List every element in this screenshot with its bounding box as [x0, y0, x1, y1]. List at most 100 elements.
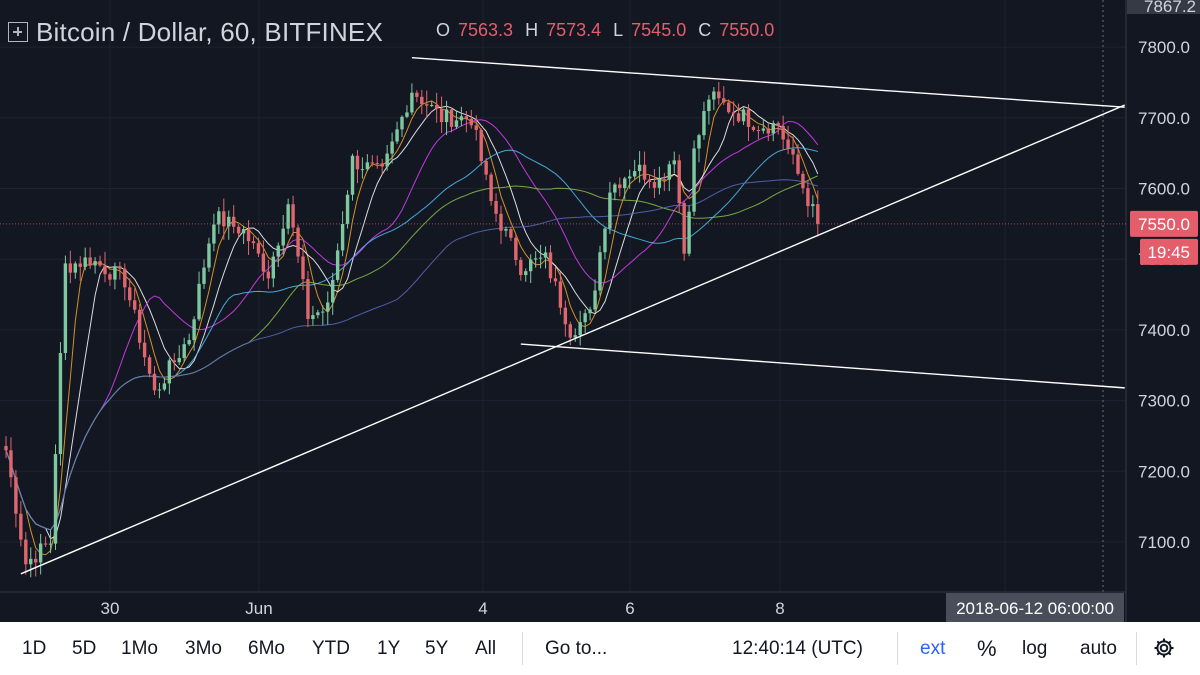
- toolbar-divider: [522, 632, 523, 665]
- candle: [509, 226, 513, 242]
- ohlc-low-value: 7545.0: [631, 20, 687, 40]
- chart-area[interactable]: 7867.27800.07700.07600.07500.07400.07300…: [0, 0, 1200, 622]
- candle-body: [687, 211, 691, 254]
- price-chart[interactable]: 7867.27800.07700.07600.07500.07400.07300…: [0, 0, 1200, 622]
- candle: [331, 272, 335, 315]
- candle: [474, 115, 478, 141]
- candle-body: [657, 179, 662, 188]
- candle: [637, 151, 642, 183]
- candle: [449, 107, 454, 133]
- candle: [697, 133, 701, 163]
- candle-body: [296, 227, 300, 257]
- candle-body: [479, 129, 483, 162]
- candle-body: [746, 109, 751, 127]
- candle: [801, 170, 805, 194]
- range-6mo-button[interactable]: 6Mo: [248, 637, 285, 659]
- candle: [430, 101, 434, 108]
- candle: [256, 237, 261, 258]
- candle-body: [672, 160, 676, 165]
- candle-body: [167, 360, 172, 384]
- range-ytd-button[interactable]: YTD: [312, 637, 350, 659]
- candle: [306, 270, 310, 328]
- range-1y-button[interactable]: 1Y: [377, 637, 401, 659]
- candle-body: [415, 92, 419, 97]
- candle-body: [251, 241, 256, 244]
- candle: [340, 211, 345, 257]
- candle: [598, 245, 602, 296]
- auto-toggle[interactable]: auto: [1080, 637, 1117, 659]
- candle-body: [628, 176, 632, 179]
- candle: [543, 246, 548, 269]
- candle-body: [459, 116, 464, 121]
- candle: [93, 257, 97, 274]
- candle: [24, 531, 28, 575]
- candle: [98, 255, 102, 268]
- candle-body: [791, 148, 795, 155]
- candle: [573, 328, 577, 342]
- candle: [558, 272, 563, 315]
- candle: [672, 151, 676, 174]
- candle: [108, 272, 112, 286]
- candle-body: [24, 539, 28, 565]
- candle-body: [271, 256, 275, 279]
- candle-body: [187, 340, 191, 345]
- candle-body: [741, 109, 746, 122]
- candle: [553, 266, 558, 287]
- candle: [103, 251, 107, 283]
- price-tick-label: 7300.0: [1138, 392, 1190, 411]
- candle-body: [761, 128, 766, 131]
- utc-clock[interactable]: 12:40:14 (UTC): [732, 637, 863, 659]
- candle: [731, 101, 736, 126]
- ohlc-open-key: O: [436, 20, 451, 40]
- candle-body: [63, 263, 68, 354]
- candle-body: [618, 184, 622, 189]
- candle: [261, 240, 266, 281]
- time-cursor-tag: [946, 593, 1124, 622]
- candle-body: [568, 324, 572, 338]
- range-3mo-button[interactable]: 3Mo: [185, 637, 222, 659]
- candle-body: [484, 161, 488, 175]
- collapse-icon[interactable]: [8, 22, 28, 42]
- range-1d-button[interactable]: 1D: [22, 637, 47, 659]
- candle-body: [217, 211, 221, 225]
- gear-icon[interactable]: [1152, 636, 1176, 660]
- candle: [380, 158, 384, 175]
- candle-body: [548, 252, 553, 279]
- percent-toggle[interactable]: %: [977, 635, 997, 661]
- candle-body: [514, 237, 518, 260]
- candle-body: [662, 179, 667, 181]
- log-toggle[interactable]: log: [1022, 637, 1048, 659]
- ohlc-high-value: 7573.4: [546, 20, 602, 40]
- candle-body: [642, 164, 647, 180]
- bottom-toolbar: 1D 5D 1Mo 3Mo 6Mo YTD 1Y 5Y All Go to...…: [0, 622, 1200, 675]
- candle: [266, 260, 271, 289]
- candle-body: [316, 312, 320, 316]
- countdown-tag: [1140, 238, 1198, 265]
- goto-button[interactable]: Go to...: [545, 637, 608, 659]
- candle-body: [380, 163, 384, 167]
- trendline-bottom: [520, 343, 1125, 389]
- candle: [613, 182, 617, 201]
- candle: [727, 99, 731, 114]
- range-all-button[interactable]: All: [475, 637, 497, 659]
- candle-body: [14, 477, 18, 514]
- candle: [529, 254, 533, 284]
- candle-body: [355, 155, 360, 170]
- range-5d-button[interactable]: 5D: [72, 637, 97, 659]
- candle-body: [83, 257, 87, 267]
- candle-body: [152, 373, 157, 391]
- candle: [538, 244, 543, 269]
- candle: [281, 214, 285, 255]
- candle-body: [365, 162, 370, 170]
- candle-body: [509, 229, 513, 238]
- time-cursor-label: 2018-06-12 06:00:00: [956, 599, 1114, 618]
- range-5y-button[interactable]: 5Y: [425, 637, 449, 659]
- candle: [479, 128, 483, 166]
- symbol-title: Bitcoin / Dollar, 60, BITFINEX: [36, 16, 384, 47]
- range-1mo-button[interactable]: 1Mo: [121, 637, 158, 659]
- ext-toggle[interactable]: ext: [920, 637, 946, 659]
- top-price-label: 7867.2: [1144, 0, 1196, 16]
- price-tick-label: 7200.0: [1138, 462, 1190, 481]
- candle: [9, 437, 13, 488]
- candle-body: [236, 226, 241, 234]
